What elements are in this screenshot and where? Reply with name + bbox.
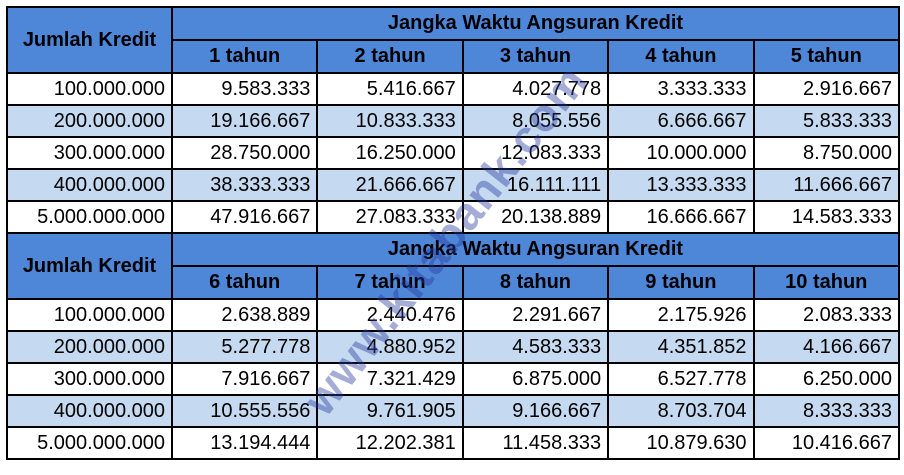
installment-cell: 4.027.778 [461, 72, 610, 106]
installment-cell: 10.555.556 [170, 394, 319, 428]
installment-cell: 13.333.333 [607, 168, 755, 202]
installment-cell: 10.879.630 [607, 426, 755, 460]
installment-table-1: Jumlah Kredit Jangka Waktu Angsuran Kred… [6, 6, 900, 234]
installment-cell: 5.833.333 [752, 104, 900, 138]
installment-cell: 10.000.000 [607, 136, 755, 170]
group-header: Jangka Waktu Angsuran Kredit [171, 232, 900, 267]
group-header: Jangka Waktu Angsuran Kredit [171, 6, 900, 41]
row-header: Jumlah Kredit [6, 232, 173, 300]
installment-cell: 4.351.852 [607, 330, 755, 364]
installment-table-2: Jumlah Kredit Jangka Waktu Angsuran Kred… [6, 232, 900, 460]
installment-cell: 9.166.667 [461, 394, 610, 428]
installment-cell: 12.202.381 [316, 426, 464, 460]
installment-cell: 38.333.333 [170, 168, 319, 202]
installment-cell: 5.416.667 [316, 72, 464, 106]
table-row: 300.000.000 28.750.000 16.250.000 12.083.33… [6, 136, 900, 170]
installment-cell: 14.583.333 [752, 200, 900, 234]
credit-amount-cell: 100.000.000 [6, 298, 173, 332]
installment-cell: 9.583.333 [170, 72, 319, 106]
column-header: 3 tahun [461, 39, 610, 74]
installment-cell: 2.175.926 [607, 298, 755, 332]
installment-cell: 4.583.333 [461, 330, 610, 364]
installment-cell: 5.277.778 [170, 330, 319, 364]
credit-amount-cell: 400.000.000 [6, 168, 173, 202]
table-row: 200.000.000 5.277.778 4.880.952 4.583.333 4.… [6, 330, 900, 364]
installment-cell: 28.750.000 [170, 136, 319, 170]
installment-cell: 19.166.667 [170, 104, 319, 138]
installment-cell: 11.458.333 [461, 426, 610, 460]
table-row: 100.000.000 9.583.333 5.416.667 4.027.778 3.… [6, 72, 900, 106]
column-header: 6 tahun [170, 265, 319, 300]
column-header: 1 tahun [170, 39, 319, 74]
installment-cell: 2.916.667 [752, 72, 900, 106]
column-header: 4 tahun [607, 39, 755, 74]
installment-cell: 7.916.667 [170, 362, 319, 396]
installment-cell: 8.750.000 [752, 136, 900, 170]
installment-tables: Jumlah Kredit Jangka Waktu Angsuran Kred… [6, 6, 900, 460]
table-body: 100.000.000 9.583.333 5.416.667 4.027.778 3.… [6, 72, 900, 234]
installment-cell: 8.055.556 [461, 104, 610, 138]
column-header: 7 tahun [316, 265, 464, 300]
installment-cell: 21.666.667 [316, 168, 464, 202]
credit-amount-cell: 5.000.000.000 [6, 200, 173, 234]
column-header: 2 tahun [316, 39, 464, 74]
credit-amount-cell: 200.000.000 [6, 330, 173, 364]
installment-cell: 6.527.778 [607, 362, 755, 396]
installment-cell: 16.111.111 [461, 168, 610, 202]
installment-cell: 4.166.667 [752, 330, 900, 364]
installment-cell: 13.194.444 [170, 426, 319, 460]
credit-amount-cell: 400.000.000 [6, 394, 173, 428]
installment-cell: 10.416.667 [752, 426, 900, 460]
installment-cell: 6.666.667 [607, 104, 755, 138]
table-row: 300.000.000 7.916.667 7.321.429 6.875.000 6.… [6, 362, 900, 396]
table-row: 400.000.000 10.555.556 9.761.905 9.166.667 8… [6, 394, 900, 428]
installment-cell: 2.638.889 [170, 298, 319, 332]
installment-cell: 27.083.333 [316, 200, 464, 234]
credit-amount-cell: 300.000.000 [6, 362, 173, 396]
installment-cell: 2.291.667 [461, 298, 610, 332]
installment-cell: 8.703.704 [607, 394, 755, 428]
installment-cell: 12.083.333 [461, 136, 610, 170]
table-row: 5.000.000.000 47.916.667 27.083.333 20.138.… [6, 200, 900, 234]
column-header: 9 tahun [607, 265, 755, 300]
credit-amount-cell: 100.000.000 [6, 72, 173, 106]
installment-cell: 3.333.333 [607, 72, 755, 106]
table-row: 200.000.000 19.166.667 10.833.333 8.055.556… [6, 104, 900, 138]
credit-amount-cell: 200.000.000 [6, 104, 173, 138]
installment-cell: 20.138.889 [461, 200, 610, 234]
column-header: 5 tahun [752, 39, 900, 74]
table-row: 5.000.000.000 13.194.444 12.202.381 11.458.… [6, 426, 900, 460]
installment-cell: 16.666.667 [607, 200, 755, 234]
row-header: Jumlah Kredit [6, 6, 173, 74]
installment-cell: 6.875.000 [461, 362, 610, 396]
installment-cell: 11.666.667 [752, 168, 900, 202]
table-row: 400.000.000 38.333.333 21.666.667 16.111.11… [6, 168, 900, 202]
installment-cell: 6.250.000 [752, 362, 900, 396]
installment-cell: 9.761.905 [316, 394, 464, 428]
installment-cell: 4.880.952 [316, 330, 464, 364]
installment-cell: 10.833.333 [316, 104, 464, 138]
installment-cell: 2.083.333 [752, 298, 900, 332]
installment-cell: 2.440.476 [316, 298, 464, 332]
installment-cell: 7.321.429 [316, 362, 464, 396]
column-header: 8 tahun [461, 265, 610, 300]
installment-cell: 16.250.000 [316, 136, 464, 170]
table-row: 100.000.000 2.638.889 2.440.476 2.291.667 2.… [6, 298, 900, 332]
installment-cell: 47.916.667 [170, 200, 319, 234]
credit-amount-cell: 300.000.000 [6, 136, 173, 170]
column-header: 10 tahun [752, 265, 900, 300]
table-body: 100.000.000 2.638.889 2.440.476 2.291.667 2.… [6, 298, 900, 460]
credit-amount-cell: 5.000.000.000 [6, 426, 173, 460]
installment-cell: 8.333.333 [752, 394, 900, 428]
